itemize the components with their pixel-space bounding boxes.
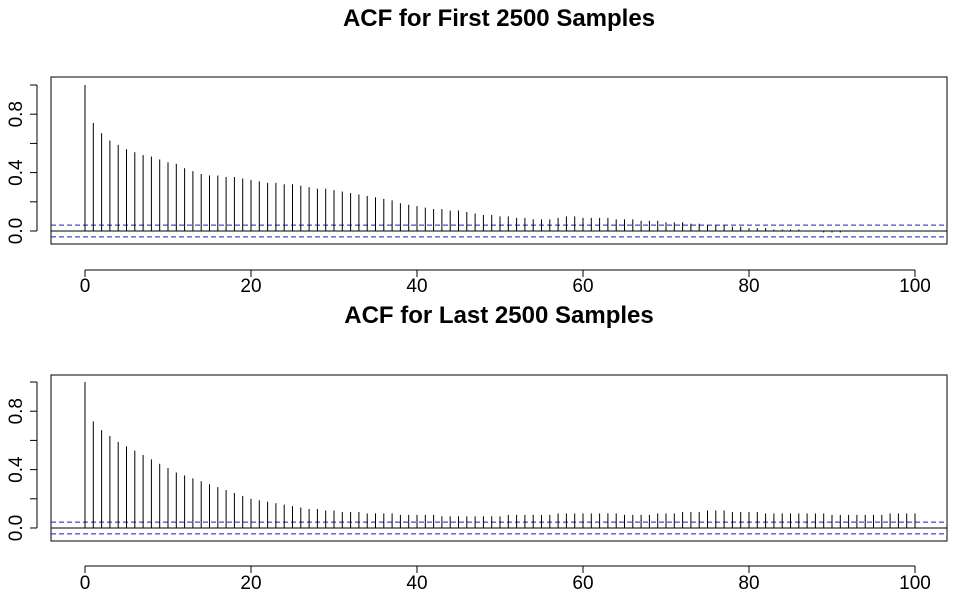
y-axis: 0.0 0.4 0.8 bbox=[6, 381, 38, 541]
x-tick-label: 40 bbox=[406, 573, 427, 594]
panel-title: ACF for First 2500 Samples bbox=[343, 5, 655, 32]
plot-frame bbox=[50, 76, 948, 245]
acf-panel-last: ACF for Last 2500 Samples 0 20 40 60 80 100 0… bbox=[6, 302, 948, 594]
x-axis: 0 20 40 60 80 100 bbox=[80, 565, 931, 594]
acf-bars bbox=[51, 85, 947, 238]
x-tick-label: 0 bbox=[80, 573, 91, 594]
x-tick-label: 20 bbox=[240, 276, 261, 297]
y-tick-label: 0.8 bbox=[6, 398, 27, 424]
x-tick-label: 60 bbox=[572, 276, 593, 297]
plot-frame bbox=[50, 374, 948, 542]
acf-panel-first: ACF for First 2500 Samples 0 20 40 60 80 100 … bbox=[6, 5, 948, 297]
x-tick-label: 20 bbox=[240, 573, 261, 594]
y-tick-label: 0.0 bbox=[6, 218, 27, 244]
y-tick-label: 0.4 bbox=[6, 159, 27, 186]
y-tick-label: 0.0 bbox=[6, 515, 27, 541]
x-tick-label: 80 bbox=[738, 573, 759, 594]
y-axis: 0.0 0.4 0.8 bbox=[6, 84, 38, 244]
x-axis: 0 20 40 60 80 100 bbox=[80, 269, 931, 297]
x-tick-label: 60 bbox=[572, 573, 593, 594]
y-tick-label: 0.8 bbox=[6, 101, 27, 127]
y-tick-label: 0.4 bbox=[6, 456, 27, 483]
x-tick-label: 80 bbox=[738, 276, 759, 297]
panel-title: ACF for Last 2500 Samples bbox=[344, 302, 653, 329]
x-tick-label: 100 bbox=[899, 276, 931, 297]
x-tick-label: 0 bbox=[80, 276, 91, 297]
acf-bars bbox=[51, 382, 947, 535]
x-tick-label: 40 bbox=[406, 276, 427, 297]
x-tick-label: 100 bbox=[899, 573, 931, 594]
